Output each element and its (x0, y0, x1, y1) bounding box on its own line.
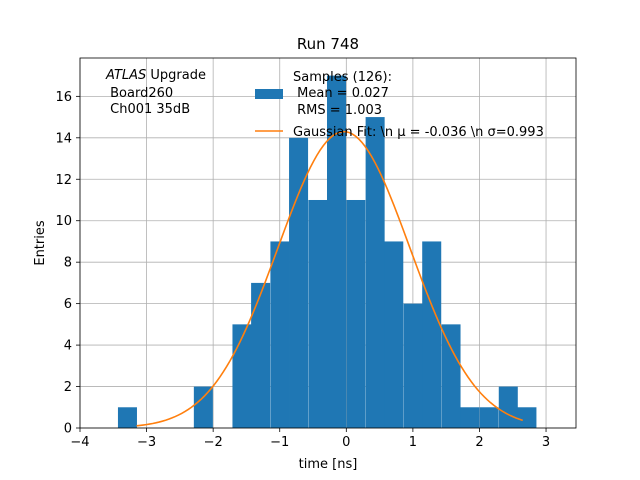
y-tick-label: 4 (64, 339, 72, 354)
x-tick-label: 2 (475, 435, 483, 450)
annotation-box: ATLAS Upgrade Board260 Ch001 35dB (105, 68, 206, 117)
x-tick-label: 3 (542, 435, 550, 450)
annotation-line-2: Board260 (106, 86, 173, 101)
legend-samples-swatch (255, 89, 283, 99)
y-tick-label: 12 (55, 173, 72, 188)
x-tick-label: −4 (70, 435, 89, 450)
histogram-bar (403, 303, 423, 428)
x-tick-label: 1 (409, 435, 417, 450)
annotation-line-1: ATLAS Upgrade (105, 68, 206, 83)
histogram-bar (384, 241, 404, 428)
y-tick-label: 10 (55, 214, 72, 229)
x-tick-label: −1 (270, 435, 289, 450)
histogram-bar (479, 407, 499, 428)
histogram-bar (517, 407, 537, 428)
histogram-bar (289, 137, 309, 428)
y-axis-label: Entries (33, 220, 48, 266)
y-tick-label: 8 (64, 256, 72, 271)
histogram-bar (251, 282, 271, 428)
legend-samples-line-3: RMS = 1.003 (293, 103, 382, 118)
histogram-bar (460, 407, 480, 428)
legend-fit-label: Gaussian Fit: \n μ = -0.036 \n σ=0.993 (293, 125, 544, 140)
histogram-bar (232, 324, 252, 428)
x-axis-label: time [ns] (299, 457, 358, 472)
histogram-bar (498, 386, 518, 428)
y-tick-label: 14 (55, 131, 72, 146)
legend-samples-line-1: Samples (126): (293, 70, 392, 85)
histogram-bar (327, 75, 347, 428)
y-axis-ticks: 0 2 4 6 8 10 12 14 16 (55, 90, 80, 437)
gaussian-fit-curve (136, 130, 523, 427)
y-tick-label: 6 (64, 297, 72, 312)
y-tick-label: 2 (64, 380, 72, 395)
legend-samples-line-2: Mean = 0.027 (293, 86, 389, 101)
y-tick-label: 0 (64, 422, 72, 437)
x-axis-ticks: −4 −3 −2 −1 0 1 2 3 (70, 428, 550, 450)
y-tick-label: 16 (55, 90, 72, 105)
histogram-bar (270, 241, 290, 428)
x-tick-label: −3 (137, 435, 156, 450)
histogram-bar (441, 324, 461, 428)
histogram-bar (346, 199, 366, 428)
plot-frame (79, 57, 577, 429)
histogram-bar (422, 241, 442, 428)
x-tick-label: 0 (342, 435, 350, 450)
chart-title: Run 748 (297, 35, 359, 53)
legend: Samples (126): Mean = 0.027 RMS = 1.003 … (255, 70, 544, 140)
histogram-bar (117, 407, 137, 428)
annotation-atlas: ATLAS (105, 68, 146, 83)
annotation-line-3: Ch001 35dB (106, 102, 190, 117)
annotation-upgrade: Upgrade (146, 68, 206, 83)
histogram-bar (193, 386, 213, 428)
histogram-bars (117, 75, 537, 429)
x-tick-label: −2 (204, 435, 223, 450)
histogram-bar (308, 199, 328, 428)
histogram-bar (365, 117, 385, 429)
